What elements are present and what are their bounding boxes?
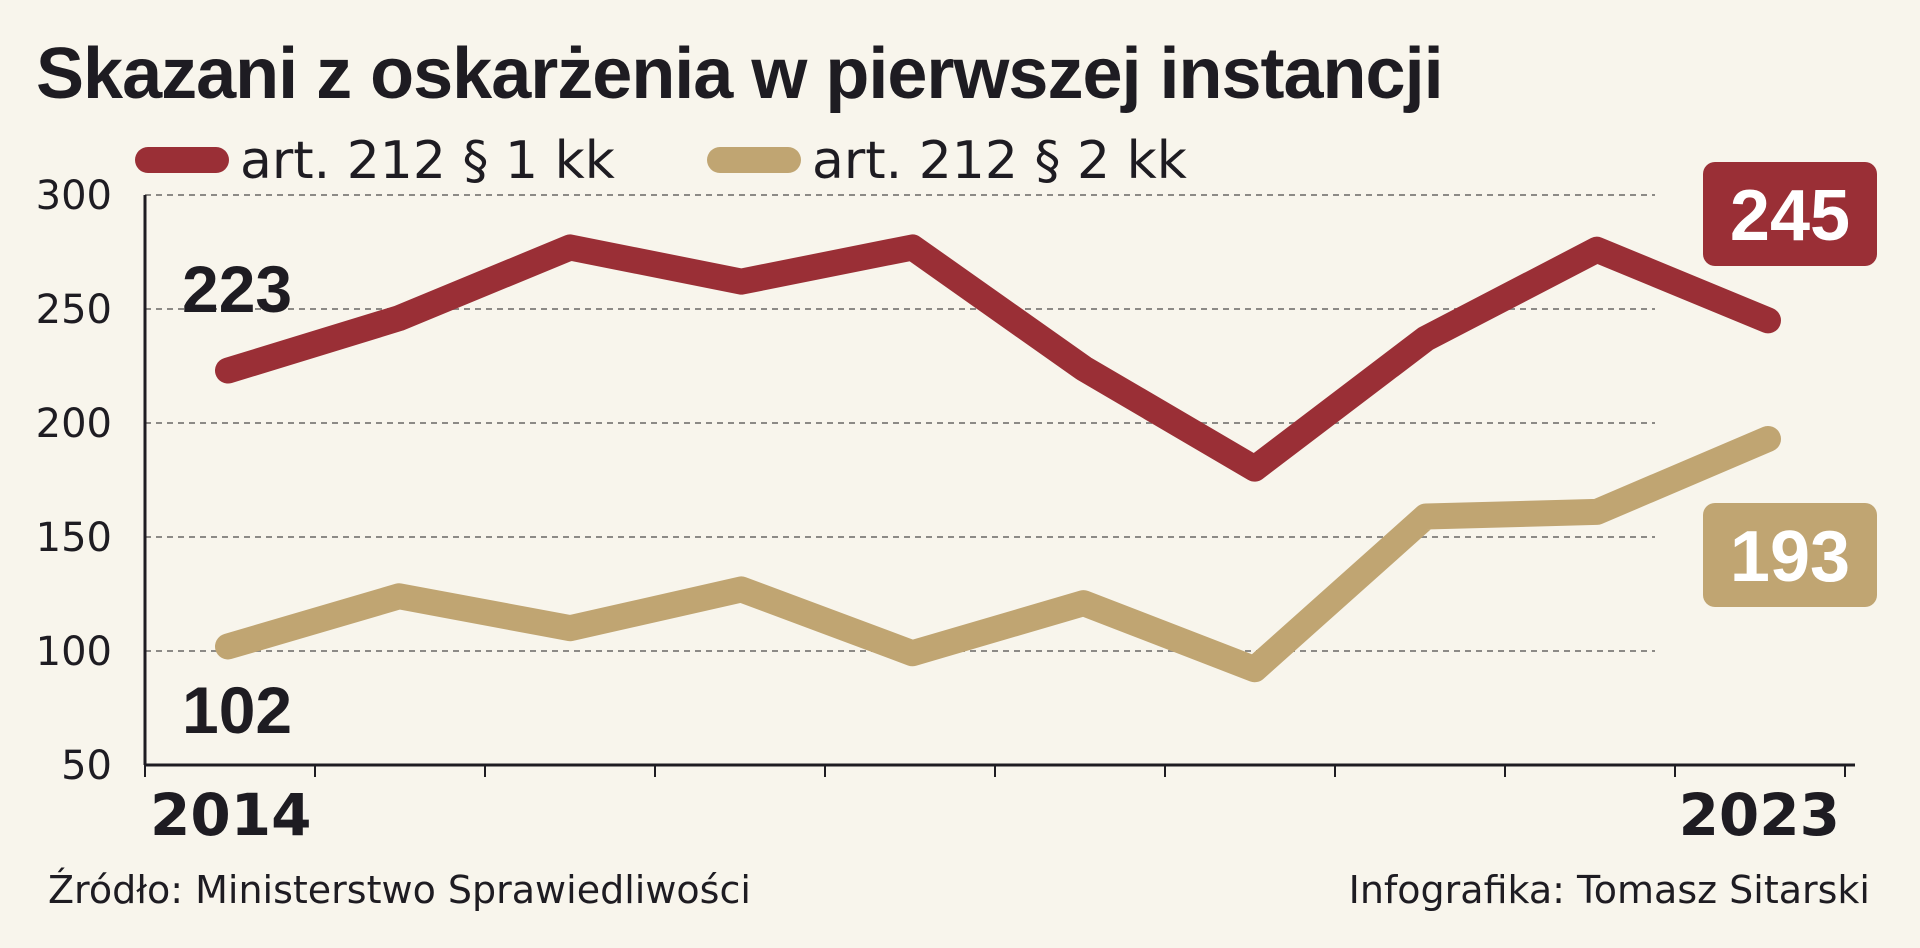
chart-title: Skazani z oskarżenia w pierwszej instanc… — [36, 34, 1443, 114]
x-axis: 2014 2023 — [144, 763, 1855, 849]
end-badge-series-2 — [1703, 503, 1877, 607]
end-label-series-2: 193 — [1730, 517, 1850, 597]
y-tick-label-150: 150 — [36, 515, 112, 561]
gridlines — [145, 194, 1655, 652]
end-label-series-1: 245 — [1730, 176, 1850, 256]
y-tick-label-300: 300 — [36, 173, 112, 219]
legend: art. 212 § 1 kk art. 212 § 2 kk — [135, 131, 1187, 191]
start-label-series-1: 223 — [182, 252, 292, 326]
start-label-series-2: 102 — [182, 673, 292, 747]
series-lines — [215, 234, 1781, 683]
data-labels: 223 245 102 193 — [182, 162, 1877, 747]
credit-note: Infografika: Tomasz Sitarski — [1349, 868, 1870, 912]
y-tick-label-200: 200 — [36, 401, 112, 447]
x-tick-label-end: 2023 — [1679, 781, 1840, 849]
series-line-2 — [215, 425, 1781, 683]
source-note: Źródło: Ministerstwo Sprawiedliwości — [48, 868, 751, 912]
legend-label-2: art. 212 § 2 kk — [812, 131, 1187, 191]
end-badge-series-1 — [1703, 162, 1877, 266]
y-tick-label-50: 50 — [61, 743, 112, 789]
series-line-1 — [215, 234, 1781, 482]
y-tick-label-250: 250 — [36, 287, 112, 333]
x-tick-label-start: 2014 — [150, 781, 311, 849]
legend-label-1: art. 212 § 1 kk — [240, 131, 615, 191]
y-axis: 300 250 200 150 100 50 — [36, 173, 147, 789]
y-tick-label-100: 100 — [36, 629, 112, 675]
